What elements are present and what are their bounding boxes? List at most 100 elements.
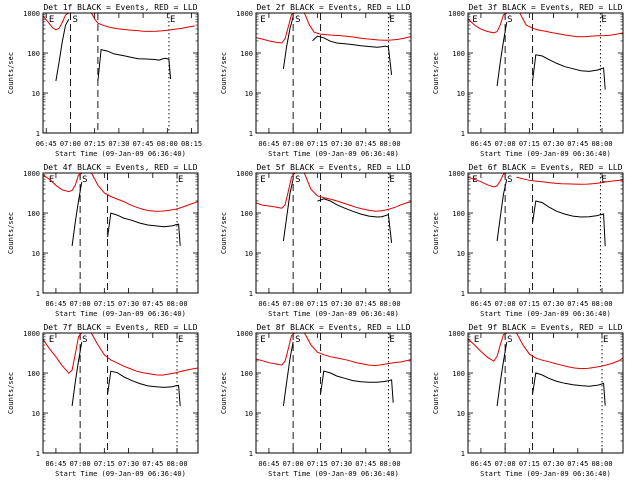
lld-series-line: [519, 13, 623, 38]
x-tick-label: 08:15: [181, 140, 202, 148]
panel-title: Det 2f BLACK = Events, RED = LLD: [256, 3, 410, 12]
panel-title: Det 9f BLACK = Events, RED = LLD: [468, 323, 622, 332]
chart-panel-7: Det 7f BLACK = Events, RED = LLD Counts/s…: [7, 323, 199, 478]
lld-series-line: [90, 13, 195, 32]
y-tick-label: 100: [240, 50, 253, 58]
lld-series-line: [468, 13, 508, 34]
lld-series-line: [90, 333, 198, 376]
chart-panel-1: Det 1f BLACK = Events, RED = LLD Counts/s…: [7, 3, 202, 158]
marker-label-e-end: E: [178, 335, 183, 345]
y-tick-label: 100: [452, 370, 465, 378]
y-tick-label: 10: [32, 250, 40, 258]
x-tick-label: 07:30: [543, 140, 564, 148]
marker-label-e-start: E: [472, 175, 477, 185]
y-tick-label: 100: [240, 370, 253, 378]
events-series-line: [282, 341, 294, 407]
y-tick-label: 1: [249, 290, 253, 298]
x-axis-label: Start Time (09-Jan-09 06:36:40): [55, 310, 186, 318]
x-tick-label: 07:15: [307, 140, 328, 148]
x-axis-label: Start Time (09-Jan-09 06:36:40): [55, 470, 186, 478]
x-tick-label: 06:45: [45, 460, 66, 468]
lld-series-line: [43, 173, 83, 193]
plot-frame: [42, 332, 199, 454]
y-tick-label: 1000: [448, 170, 465, 178]
y-tick-label: 1000: [23, 170, 40, 178]
x-tick-label: 07:00: [283, 140, 304, 148]
y-tick-label: 1000: [448, 10, 465, 18]
chart-panel-4: Det 4f BLACK = Events, RED = LLD Counts/s…: [7, 163, 199, 318]
x-tick-label: 07:15: [94, 460, 115, 468]
marker-label-e-start: E: [472, 15, 477, 25]
events-series-line: [282, 179, 294, 242]
x-tick-label: 07:15: [519, 460, 540, 468]
y-axis-label: Counts/sec: [432, 52, 440, 94]
y-tick-label: 10: [245, 410, 253, 418]
events-series-line: [282, 16, 294, 69]
y-axis-label: Counts/sec: [220, 52, 228, 94]
x-tick-label: 07:00: [495, 300, 516, 308]
events-series-line: [496, 341, 508, 407]
x-tick-label: 06:45: [258, 140, 279, 148]
y-axis-label: Counts/sec: [7, 372, 15, 414]
x-tick-label: 07:45: [355, 460, 376, 468]
x-tick-label: 07:45: [355, 140, 376, 148]
x-tick-label: 07:45: [567, 140, 588, 148]
y-tick-label: 1000: [23, 330, 40, 338]
plot-frame: [255, 172, 412, 294]
marker-label-s: S: [295, 15, 300, 25]
panel-title: Det 7f BLACK = Events, RED = LLD: [43, 323, 197, 332]
panel-title: Det 3f BLACK = Events, RED = LLD: [468, 3, 622, 12]
x-tick-label: 07:30: [331, 300, 352, 308]
x-axis-label: Start Time (09-Jan-09 06:36:40): [268, 470, 399, 478]
y-axis-label: Counts/sec: [7, 212, 15, 254]
lld-series-line: [516, 176, 623, 185]
x-tick-label: 06:45: [36, 140, 57, 148]
lld-series-line: [515, 333, 623, 370]
x-tick-label: 06:45: [470, 460, 491, 468]
x-tick-label: 06:45: [45, 300, 66, 308]
x-tick-label: 06:45: [470, 300, 491, 308]
plot-frame: [42, 12, 199, 134]
y-tick-label: 1000: [23, 10, 40, 18]
x-tick-label: 07:15: [94, 300, 115, 308]
x-tick-label: 07:15: [307, 300, 328, 308]
plot-frame: [467, 12, 624, 134]
plot-frame: [255, 332, 412, 454]
y-tick-label: 1: [249, 130, 253, 138]
x-tick-label: 08:00: [591, 140, 612, 148]
x-tick-label: 08:00: [591, 460, 612, 468]
y-tick-label: 100: [452, 210, 465, 218]
y-tick-label: 100: [240, 210, 253, 218]
y-tick-label: 1: [36, 450, 40, 458]
x-tick-label: 08:00: [166, 460, 187, 468]
lld-series-line: [468, 173, 507, 188]
x-tick-label: 07:00: [70, 300, 91, 308]
events-series-line: [71, 341, 83, 407]
marker-label-e-end: E: [601, 15, 606, 25]
panel-title: Det 6f BLACK = Events, RED = LLD: [468, 163, 622, 172]
x-tick-label: 08:00: [591, 300, 612, 308]
y-tick-label: 10: [245, 250, 253, 258]
y-tick-label: 1000: [236, 10, 253, 18]
y-tick-label: 1: [36, 290, 40, 298]
plot-frame: [467, 172, 624, 294]
marker-label-e-end: E: [601, 175, 606, 185]
y-tick-label: 100: [452, 50, 465, 58]
chart-panel-3: Det 3f BLACK = Events, RED = LLD Counts/s…: [432, 3, 624, 158]
x-axis-label: Start Time (09-Jan-09 06:36:40): [480, 150, 611, 158]
y-axis-label: Counts/sec: [220, 372, 228, 414]
chart-panel-5: Det 5f BLACK = Events, RED = LLD Counts/s…: [220, 163, 412, 318]
x-axis-label: Start Time (09-Jan-09 06:36:40): [55, 150, 186, 158]
x-tick-label: 06:45: [470, 140, 491, 148]
lld-series-line: [256, 333, 296, 366]
x-tick-label: 07:00: [70, 460, 91, 468]
marker-label-e-end: E: [389, 15, 394, 25]
x-tick-label: 08:00: [379, 460, 400, 468]
y-tick-label: 1: [461, 130, 465, 138]
y-axis-label: Counts/sec: [7, 52, 15, 94]
y-tick-label: 1: [461, 290, 465, 298]
lld-series-line: [468, 333, 508, 362]
events-series-line: [532, 54, 606, 90]
y-tick-label: 100: [27, 210, 40, 218]
